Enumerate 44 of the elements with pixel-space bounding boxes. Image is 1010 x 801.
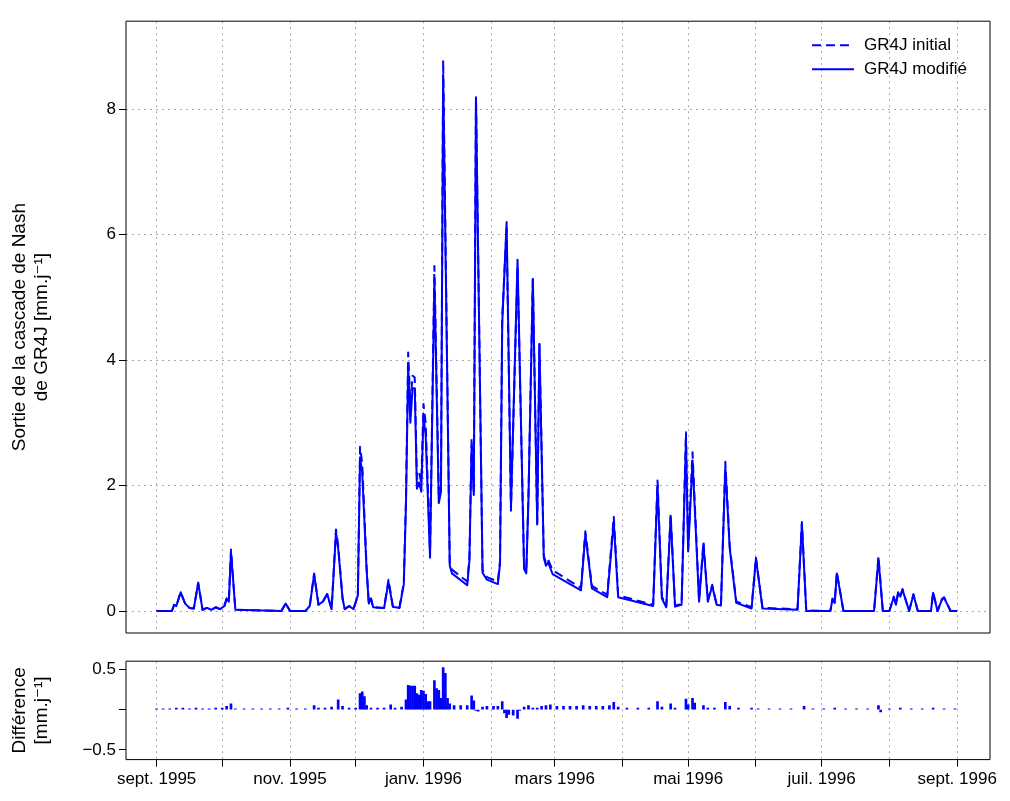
bar	[492, 706, 495, 710]
bar	[575, 706, 578, 710]
x-tick-label: mai 1996	[653, 769, 724, 789]
bar	[500, 701, 504, 710]
y-tick-label: 6	[106, 224, 116, 244]
y-tick-label: −0.5	[82, 739, 116, 759]
bar	[527, 705, 530, 710]
bar	[702, 705, 705, 710]
bar	[693, 702, 697, 710]
bar	[612, 702, 616, 710]
x-tick-label: sept. 1995	[116, 769, 197, 789]
bar	[728, 706, 732, 710]
y-tick-label: 0	[106, 600, 116, 620]
bar	[459, 705, 462, 710]
y-tick-label: 4	[106, 349, 116, 369]
x-tick-label: nov. 1995	[253, 769, 327, 789]
x-tick-label: mars 1996	[514, 769, 595, 789]
y-tick-label: 8	[106, 98, 116, 118]
bar	[389, 704, 392, 710]
y-axis-title: Différence [mm.j⁻¹]	[7, 667, 52, 754]
x-tick-label: juil. 1996	[786, 769, 856, 789]
bar	[724, 702, 727, 710]
legend-label: GR4J initial	[864, 34, 951, 54]
bar	[656, 701, 659, 710]
legend-label: GR4J modifié	[864, 58, 967, 78]
bar	[608, 705, 611, 710]
y-axis-title: Sortie de la cascade de Nash de GR4J [mm.j⁻¹]	[7, 202, 52, 452]
x-tick-label: sept. 1996	[917, 769, 997, 789]
bar	[691, 697, 694, 710]
bar	[549, 704, 552, 710]
bar	[472, 700, 476, 710]
bar	[336, 699, 340, 710]
x-tick-label: janv. 1996	[383, 769, 463, 789]
y-tick-label: 0.5	[92, 658, 116, 678]
bar	[588, 706, 592, 710]
bar	[516, 709, 519, 719]
bar	[540, 706, 543, 710]
bar	[594, 706, 598, 710]
bar	[877, 705, 880, 710]
bar	[669, 703, 672, 710]
bar	[562, 706, 565, 710]
bar	[363, 696, 366, 710]
y-tick-label: 2	[106, 475, 116, 495]
bar	[225, 706, 228, 710]
